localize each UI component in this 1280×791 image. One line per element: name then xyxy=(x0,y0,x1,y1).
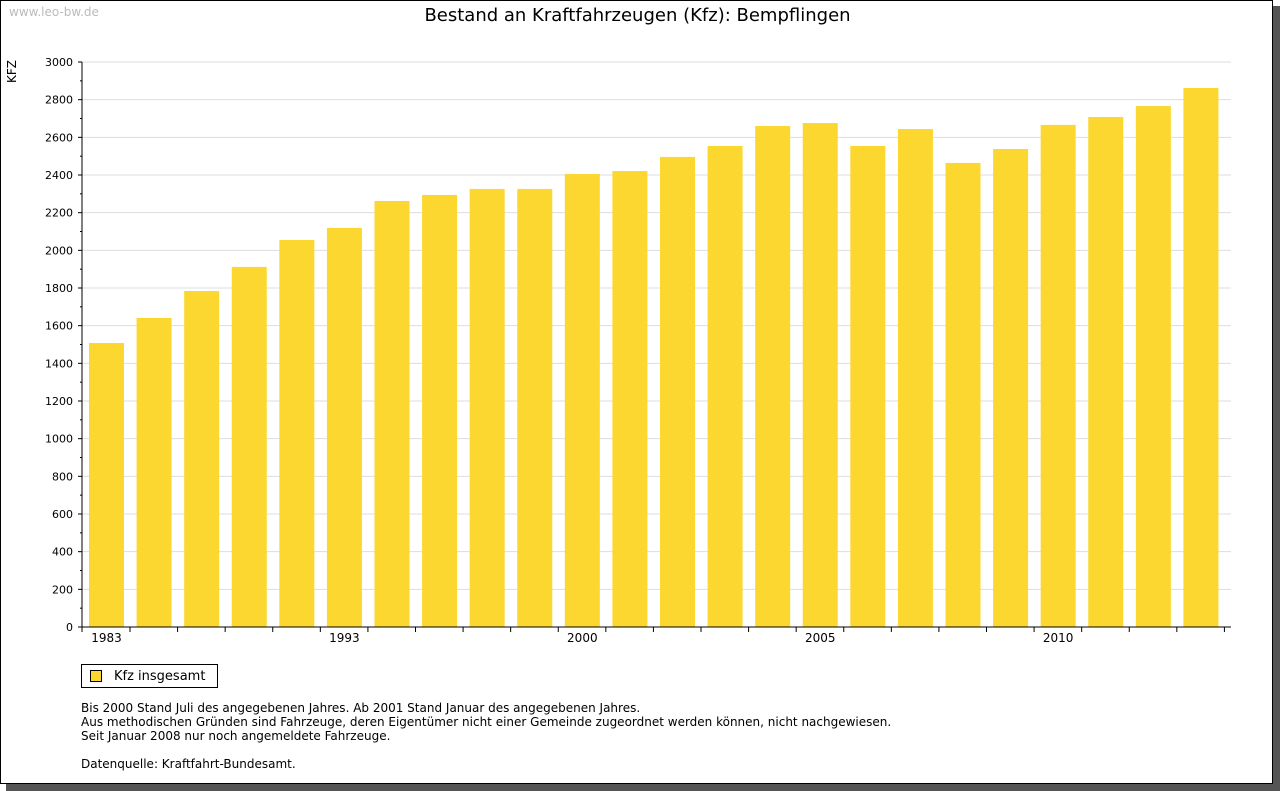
x-tick-label: 2010 xyxy=(1043,631,1074,645)
x-tick-label: 1993 xyxy=(329,631,360,645)
y-tick-label: 2800 xyxy=(45,94,73,107)
bar xyxy=(850,145,886,627)
y-tick-label: 2400 xyxy=(45,169,73,182)
legend-label: Kfz insgesamt xyxy=(114,668,206,684)
frame-shadow xyxy=(1273,6,1280,791)
bar xyxy=(231,266,267,627)
legend-swatch xyxy=(90,670,102,682)
bar xyxy=(993,149,1029,627)
frame-shadow xyxy=(6,784,1280,791)
bar xyxy=(517,188,553,628)
bar xyxy=(1135,106,1171,627)
y-tick-label: 0 xyxy=(66,621,73,634)
bar xyxy=(1183,87,1219,628)
bar xyxy=(755,126,791,628)
y-tick-label: 2600 xyxy=(45,131,73,144)
bar xyxy=(802,123,838,628)
y-tick-label: 400 xyxy=(52,546,73,559)
note-line: Aus methodischen Gründen sind Fahrzeuge,… xyxy=(81,715,892,729)
note-line: Datenquelle: Kraftfahrt-Bundesamt. xyxy=(81,757,296,771)
bar xyxy=(564,174,600,627)
bar xyxy=(897,129,933,627)
footnotes: Bis 2000 Stand Juli des angegebenen Jahr… xyxy=(81,701,891,771)
bar xyxy=(89,342,124,627)
note-line xyxy=(81,743,891,757)
x-tick-label: 2000 xyxy=(567,631,598,645)
x-tick-label: 1983 xyxy=(91,631,122,645)
bar xyxy=(279,239,315,627)
bar xyxy=(136,317,172,627)
bar-chart: 0 200 400 600 800 1000 1200 1400 1600 1800 2000 220… xyxy=(45,56,1231,645)
y-tick-label: 1400 xyxy=(45,357,73,370)
bar xyxy=(469,188,505,628)
bar xyxy=(707,145,743,627)
bar xyxy=(612,171,648,628)
bar xyxy=(184,291,220,627)
watermark: www.leo-bw.de xyxy=(9,5,99,19)
bar xyxy=(1088,116,1124,627)
y-tick-label: 800 xyxy=(52,470,73,483)
chart-title: Bestand an Kraftfahrzeugen (Kfz): Bempfl… xyxy=(424,5,851,26)
bar xyxy=(374,200,410,628)
note-line: Bis 2000 Stand Juli des angegebenen Jahr… xyxy=(81,701,641,715)
y-tick-label: 3000 xyxy=(45,56,73,69)
bar xyxy=(1040,124,1076,628)
y-tick-label: 1800 xyxy=(45,282,73,295)
y-tick-label: 1200 xyxy=(45,395,73,408)
y-tick-label: 2200 xyxy=(45,207,73,220)
bar xyxy=(945,162,981,628)
legend: Kfz insgesamt xyxy=(81,664,219,688)
bar xyxy=(422,194,458,628)
y-tick-label: 600 xyxy=(52,508,73,521)
bar xyxy=(660,156,695,628)
y-tick-label: 2000 xyxy=(45,244,73,257)
x-tick-label: 2005 xyxy=(805,631,836,645)
note-line: Seit Januar 2008 nur noch angemeldete Fa… xyxy=(81,729,391,743)
y-tick-label: 1600 xyxy=(45,320,73,333)
y-tick-label: 200 xyxy=(52,583,73,596)
y-tick-label: 1000 xyxy=(45,433,73,446)
bar xyxy=(326,227,362,627)
